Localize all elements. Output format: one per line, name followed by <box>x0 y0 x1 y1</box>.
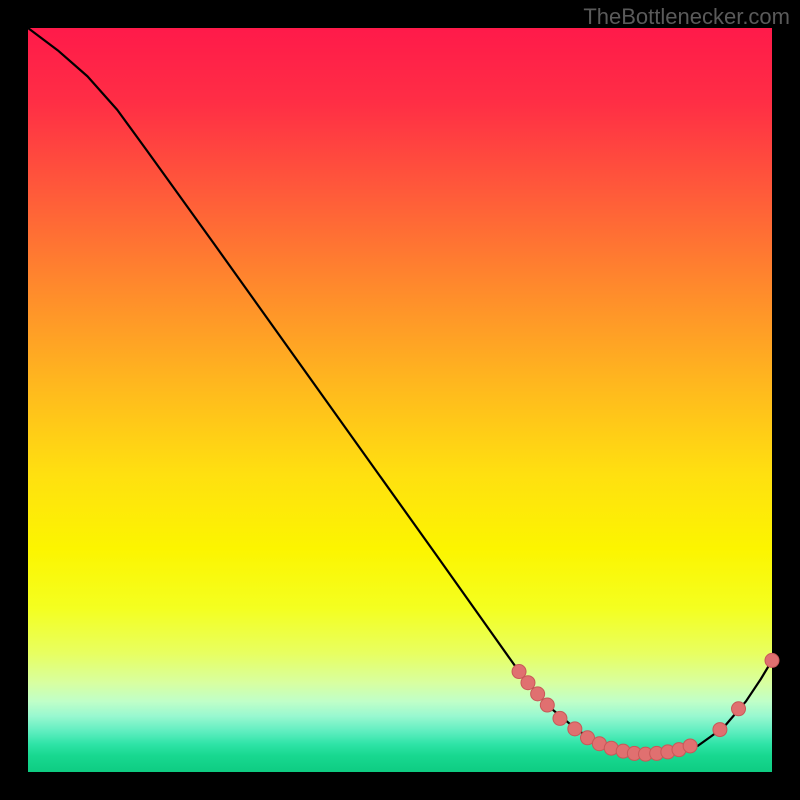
data-marker <box>568 722 582 736</box>
bottleneck-chart: TheBottlenecker.com <box>0 0 800 800</box>
data-marker <box>683 739 697 753</box>
data-marker <box>732 702 746 716</box>
data-marker <box>521 676 535 690</box>
data-marker <box>765 653 779 667</box>
data-marker <box>531 687 545 701</box>
data-marker <box>713 723 727 737</box>
data-marker <box>540 698 554 712</box>
watermark-text: TheBottlenecker.com <box>583 4 790 30</box>
chart-svg <box>0 0 800 800</box>
data-marker <box>553 711 567 725</box>
